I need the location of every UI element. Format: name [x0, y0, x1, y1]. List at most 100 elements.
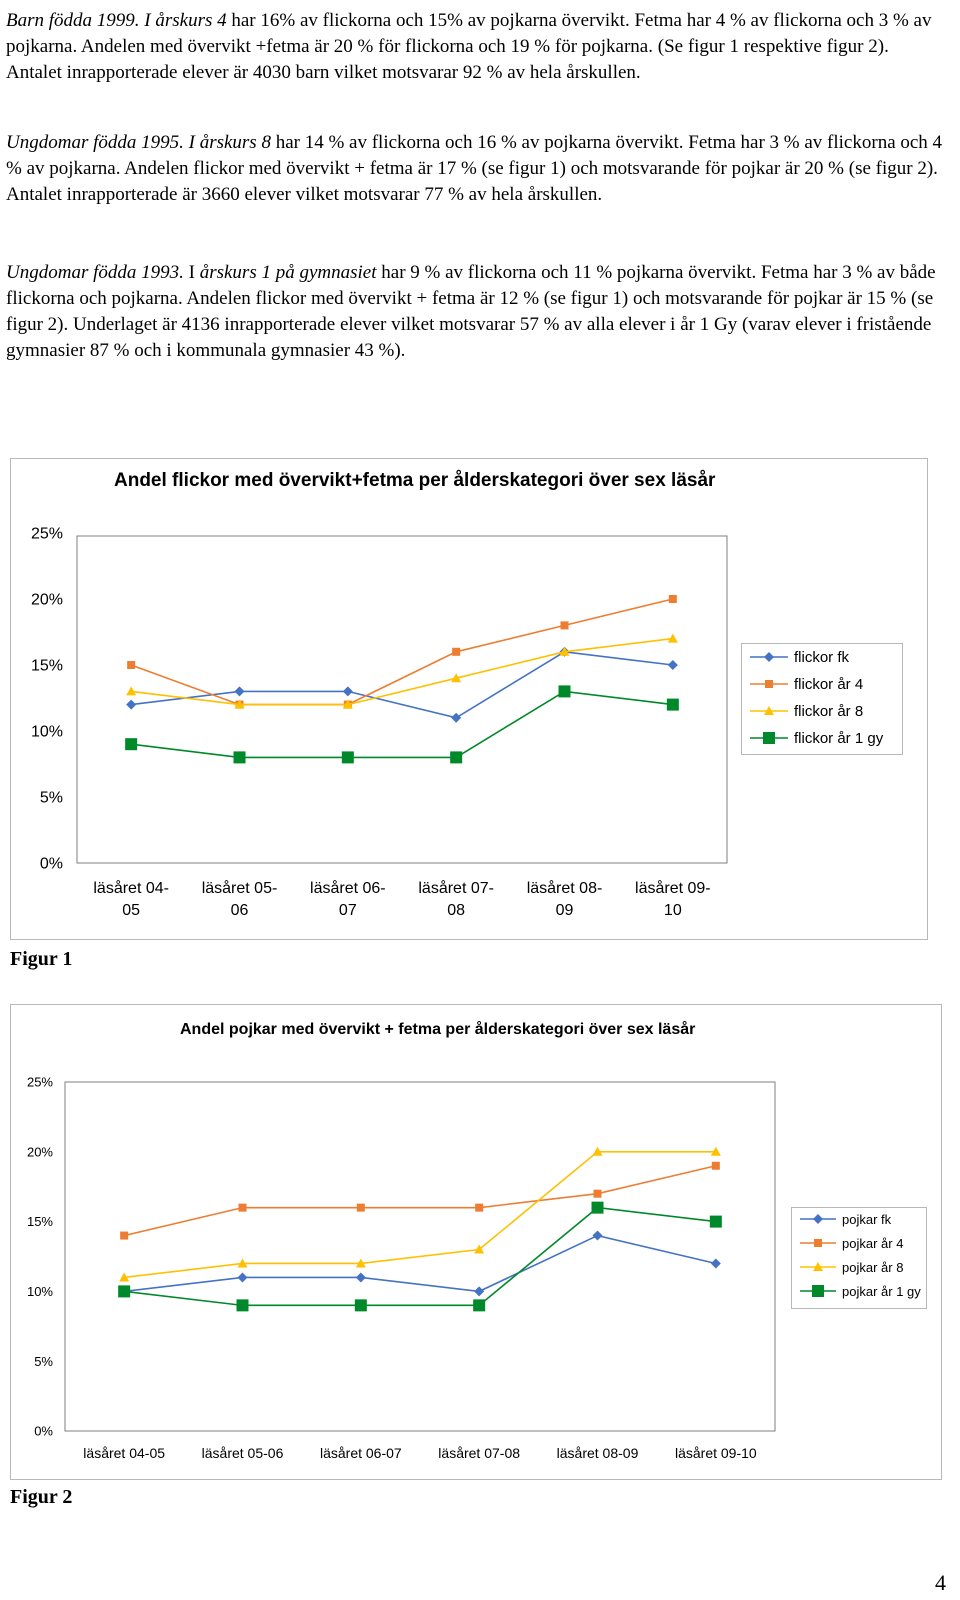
x-tick-label: läsåret 08-09: [557, 1445, 639, 1461]
data-point: [236, 1299, 249, 1312]
data-point: [118, 1285, 131, 1298]
legend-label: flickor år 1 gy: [794, 729, 884, 747]
x-tick-label-line: läsåret 07-: [418, 879, 494, 897]
y-tick-label: 25%: [31, 526, 63, 543]
chart-title: Andel pojkar med övervikt + fetma per ål…: [180, 1021, 696, 1038]
data-point: [475, 1203, 484, 1212]
x-tick-label: läsåret 09-10: [675, 1445, 757, 1461]
x-tick-label: läsåret 04-05: [83, 1445, 165, 1461]
x-tick-label-line: 07: [339, 902, 357, 919]
legend-item: flickor fk: [750, 648, 849, 666]
x-tick-label: läsåret 06-07: [320, 1445, 402, 1461]
legend-item: pojkar år 4: [800, 1234, 903, 1252]
data-point: [667, 633, 678, 643]
data-point: [342, 699, 353, 709]
legend-swatch: [750, 706, 788, 715]
data-point: [710, 1146, 721, 1156]
chart-girls-frame: Andel flickor med övervikt+fetma per åld…: [10, 458, 928, 940]
x-tick-label-line: läsåret 09-10: [675, 1445, 757, 1461]
legend-label: pojkar år 4: [842, 1235, 904, 1251]
x-tick-label-line: 06: [231, 902, 249, 919]
data-point: [474, 1244, 485, 1254]
data-point: [354, 1299, 367, 1312]
x-tick-label-line: läsåret 06-07: [320, 1445, 402, 1461]
legend-swatch: [750, 652, 788, 662]
data-point: [709, 1215, 722, 1228]
y-tick-label: 20%: [27, 1144, 53, 1159]
text-run: Ungdomar födda 1993.: [6, 262, 184, 283]
x-tick-label: läsåret 04- 05: [93, 879, 169, 919]
x-tick-label-line: läsåret 07-08: [438, 1445, 520, 1461]
legend-label: pojkar år 1 gy: [842, 1283, 921, 1299]
y-tick-label: 15%: [27, 1214, 53, 1229]
data-point: [125, 738, 138, 751]
data-point: [234, 686, 245, 697]
data-point: [450, 751, 463, 764]
paragraph-ungdomar-1993: Ungdomar födda 1993. I årskurs 1 på gymn…: [6, 260, 946, 364]
legend-swatch: [750, 732, 788, 744]
data-point: [473, 1299, 486, 1312]
legend-item: pojkar år 1 gy: [800, 1282, 921, 1300]
legend-swatch: [800, 1214, 836, 1224]
data-point: [355, 1258, 366, 1268]
x-tick-label: läsåret 09-10: [635, 879, 711, 919]
legend-marker: [765, 680, 773, 688]
y-tick-label: 0%: [34, 1424, 53, 1439]
y-tick-label: 10%: [31, 724, 63, 741]
data-point: [474, 1286, 485, 1297]
data-point: [666, 698, 679, 711]
legend-label: flickor år 4: [794, 675, 864, 693]
data-point: [237, 1258, 248, 1268]
data-point: [127, 661, 136, 669]
data-point: [120, 1231, 129, 1240]
data-point: [452, 647, 461, 656]
y-tick-label: 0%: [40, 856, 63, 873]
series-line: [124, 1206, 716, 1307]
figure-label: Figur 2: [10, 1486, 73, 1508]
data-point: [592, 1230, 603, 1241]
legend-marker: [813, 1214, 823, 1224]
x-tick-label-line: läsåret 04-05: [83, 1445, 165, 1461]
text-run: Barn födda 1999. I årskurs 4: [6, 10, 227, 31]
series-line: [130, 598, 674, 706]
legend-marker: [764, 652, 774, 662]
data-point: [667, 660, 678, 670]
x-tick-label-line: 08: [447, 902, 465, 919]
paragraph-barn-1999: Barn födda 1999. I årskurs 4 har 16% av …: [6, 8, 946, 86]
page-number: 4: [935, 1570, 946, 1595]
data-point: [237, 1272, 248, 1283]
legend: pojkar fk pojkar år 4 pojkar år 8 pojkar år…: [791, 1207, 927, 1309]
legend-marker: [763, 732, 775, 744]
y-tick-label: 20%: [31, 592, 63, 609]
y-tick-label: 10%: [27, 1284, 53, 1299]
text-run: har 14 % av flickorna och 16 % av pojkar…: [6, 132, 943, 205]
legend-marker: [813, 1262, 823, 1271]
plot-area: [76, 535, 728, 864]
data-point: [559, 646, 570, 656]
legend-swatch: [750, 680, 788, 688]
series-line: [124, 1234, 717, 1293]
legend-item: pojkar fk: [800, 1210, 891, 1228]
series-line: [131, 637, 673, 706]
data-point: [238, 1203, 247, 1212]
paragraph-ungdomar-1995: Ungdomar födda 1995. I årskurs 8 har 14 …: [6, 130, 946, 208]
text-run: Ungdomar födda 1995. I årskurs 8: [6, 132, 271, 153]
x-tick-label-line: läsåret 04-: [93, 879, 169, 897]
x-tick-label-line: 10: [664, 902, 682, 919]
x-tick-label-line: 05: [122, 902, 140, 919]
x-tick-label-line: läsåret 08-: [527, 879, 603, 897]
figure-label: Figur 1: [10, 948, 73, 970]
data-point: [558, 685, 571, 698]
x-tick-label: läsåret 07- 08: [418, 879, 494, 919]
series-line: [124, 1151, 716, 1279]
line-chart-boys: 0% 5% 10% 15% 20% 25% läsåret 04-05 läsåret 05-…: [27, 1075, 776, 1461]
text-run: har 9 % av flickorna och 11 % pojkarna ö…: [6, 262, 936, 361]
data-point: [593, 1189, 602, 1198]
text-run: har 16% av flickorna och 15% av pojkarna…: [6, 10, 932, 83]
plot-area: [64, 1081, 776, 1432]
data-point: [451, 712, 462, 723]
x-tick-label: läsåret 05- 06: [202, 879, 278, 919]
legend-label: pojkar år 8: [842, 1259, 904, 1275]
data-point: [355, 1272, 366, 1283]
data-point: [126, 686, 137, 696]
